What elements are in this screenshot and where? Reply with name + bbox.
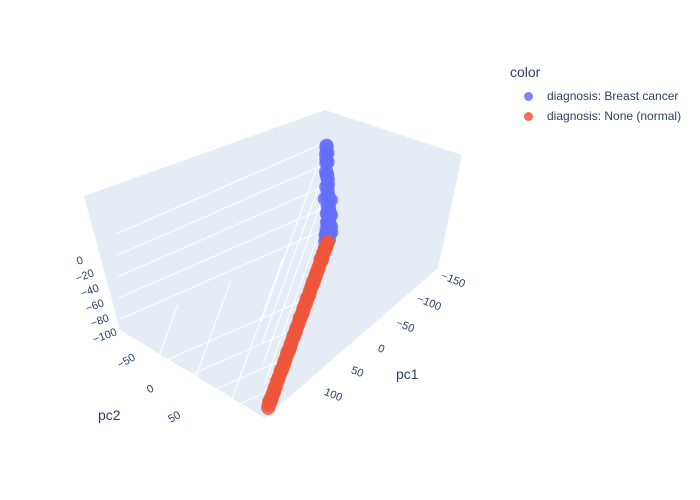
- legend-marker-icon: [524, 111, 533, 121]
- grid-line: [164, 281, 231, 462]
- legend-label: diagnosis: None (normal): [547, 109, 682, 123]
- y-axis-title: pc2: [98, 407, 121, 423]
- z-tick-label: −100: [91, 326, 118, 346]
- x-tick-label: −150: [439, 270, 466, 290]
- data-points[interactable]: [260, 138, 339, 416]
- z-tick-label: −60: [84, 297, 106, 315]
- back-wall-left: [84, 110, 330, 330]
- z-tick-label: −40: [79, 282, 101, 300]
- grid-line: [260, 141, 327, 323]
- y-tick-label: 0: [145, 383, 156, 396]
- grid-line: [217, 258, 284, 439]
- series-normal[interactable]: [260, 234, 336, 416]
- grid-line: [116, 141, 327, 235]
- legend-item-breast-cancer[interactable]: diagnosis: Breast cancer: [510, 86, 681, 106]
- x-tick-label: 50: [349, 364, 365, 380]
- back-wall-right: [325, 110, 462, 268]
- x-tick-label: 100: [322, 386, 344, 404]
- z-tick-label: −80: [89, 312, 111, 330]
- legend-title: color: [510, 64, 541, 80]
- floor-pane: [120, 238, 438, 418]
- data-point[interactable]: [319, 155, 334, 171]
- x-tick-label: 0: [376, 343, 386, 356]
- data-point[interactable]: [319, 179, 334, 194]
- grid-line: [65, 387, 277, 481]
- legend-label: diagnosis: Breast cancer: [547, 89, 679, 103]
- grid-line: [76, 357, 287, 451]
- axis-panes: [84, 110, 462, 418]
- grid-line: [116, 162, 328, 256]
- z-tick-label: −20: [74, 267, 96, 285]
- data-point[interactable]: [261, 394, 277, 409]
- legend: color diagnosis: Breast cancer diagnosis…: [510, 64, 681, 126]
- data-point[interactable]: [319, 138, 334, 153]
- grid-line: [263, 205, 330, 387]
- y-tick-label: −50: [115, 352, 137, 372]
- legend-item-normal[interactable]: diagnosis: None (normal): [510, 106, 681, 126]
- x-tick-label: −50: [394, 317, 416, 335]
- grid-line: [262, 184, 329, 365]
- data-point[interactable]: [320, 214, 336, 229]
- z-tick-label: 0: [75, 254, 85, 267]
- grid-line: [118, 205, 329, 299]
- grid-line: [112, 304, 179, 485]
- y-tick-label: 50: [166, 409, 183, 426]
- x-tick-label: −100: [415, 293, 442, 313]
- grid-line: [119, 226, 330, 320]
- grid-line: [117, 184, 329, 278]
- x-axis-title: pc1: [396, 366, 419, 382]
- legend-marker-icon: [524, 91, 533, 101]
- data-point[interactable]: [313, 251, 328, 267]
- grid-line: [261, 163, 328, 344]
